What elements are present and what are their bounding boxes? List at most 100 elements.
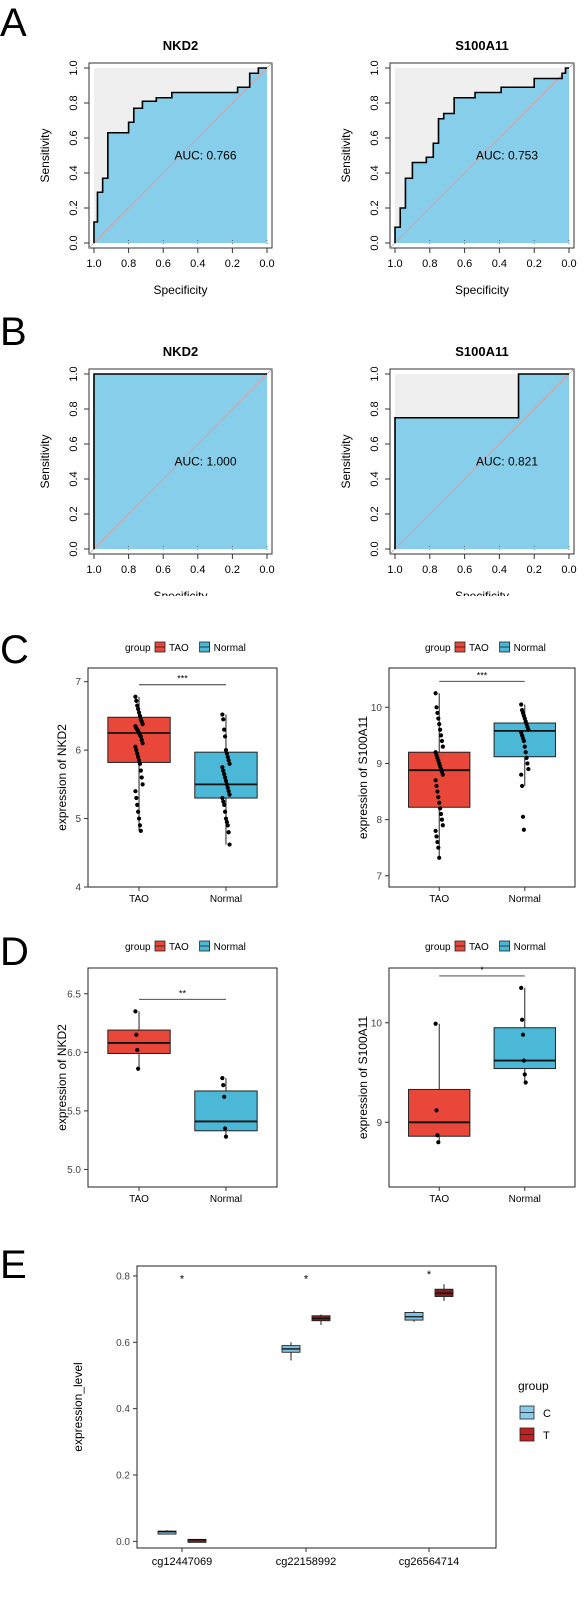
data-point bbox=[223, 778, 229, 784]
data-point bbox=[226, 830, 231, 835]
data-point bbox=[436, 1140, 441, 1145]
roc-curve bbox=[93, 67, 267, 243]
legend-title: group bbox=[125, 942, 151, 953]
x-tick-label: Normal bbox=[210, 1194, 242, 1205]
y-tick-label: 0.8 bbox=[116, 1271, 130, 1282]
data-point bbox=[439, 817, 445, 822]
data-point bbox=[521, 827, 526, 832]
data-point bbox=[519, 783, 525, 789]
plot-frame bbox=[88, 368, 273, 555]
data-point bbox=[435, 1133, 440, 1138]
diagonal-ext bbox=[389, 548, 396, 555]
data-point bbox=[135, 703, 140, 708]
data-point bbox=[140, 722, 145, 727]
y-tick-label: 0.8 bbox=[68, 401, 80, 416]
y-tick-label: 10 bbox=[371, 1018, 383, 1029]
data-point bbox=[524, 755, 529, 760]
data-point bbox=[522, 744, 527, 749]
data-point bbox=[523, 1080, 528, 1085]
x-tick-label: 0.4 bbox=[190, 258, 205, 270]
data-point bbox=[134, 795, 139, 801]
y-tick-label: 0.2 bbox=[68, 200, 80, 215]
y-tick-label: 1.0 bbox=[68, 366, 80, 381]
data-point bbox=[434, 705, 439, 710]
x-tick-label: Normal bbox=[509, 1194, 541, 1205]
data-point bbox=[526, 727, 531, 732]
diagonal-line bbox=[93, 373, 268, 550]
data-point bbox=[435, 839, 440, 845]
plot-frame bbox=[389, 368, 575, 555]
roc-chart-B1: AUC: 1.000 NKD2 0.0 0.2 0.4 0.6 0.8 1.0 1.0 0.8 0.… bbox=[38, 344, 275, 603]
diagonal-ext bbox=[266, 368, 273, 375]
plot-frame bbox=[87, 667, 278, 888]
x-axis-label: Specificity bbox=[153, 589, 207, 603]
y-tick-label: 9 bbox=[376, 759, 382, 770]
x-tick-label: 0.6 bbox=[457, 258, 472, 270]
y-tick-label: 0.4 bbox=[68, 165, 80, 180]
data-point bbox=[223, 816, 229, 821]
y-axis-label: expression of NKD2 bbox=[55, 1024, 69, 1131]
legend-label-normal: Normal bbox=[514, 643, 546, 654]
x-tick-label: 0.8 bbox=[121, 564, 136, 576]
data-point bbox=[136, 758, 142, 763]
x-tick-label: 0.2 bbox=[527, 564, 542, 576]
data-point bbox=[227, 761, 232, 766]
legend-label-normal: Normal bbox=[214, 942, 246, 953]
significance-label: *** bbox=[477, 670, 488, 680]
data-point bbox=[434, 783, 439, 789]
y-tick-label: 5 bbox=[75, 814, 81, 825]
data-point bbox=[136, 706, 141, 712]
y-tick-label: 0.2 bbox=[68, 506, 80, 521]
x-tick-label: 0.6 bbox=[156, 258, 171, 270]
data-point bbox=[222, 1094, 227, 1099]
auc-label: AUC: 0.821 bbox=[476, 455, 538, 469]
y-axis-label: expression_level bbox=[71, 1362, 85, 1451]
data-point bbox=[221, 768, 226, 773]
y-tick-label: 0.4 bbox=[68, 471, 80, 486]
data-point bbox=[138, 768, 143, 773]
x-tick-label: 0.6 bbox=[457, 564, 472, 576]
diagonal-ext bbox=[568, 368, 575, 375]
y-tick-label: 0.8 bbox=[369, 401, 381, 416]
plot-frame bbox=[87, 967, 278, 1188]
x-tick-label: 0.4 bbox=[492, 564, 507, 576]
x-tick-label: cg26564714 bbox=[399, 1556, 460, 1568]
x-tick-label: 0.4 bbox=[492, 258, 507, 270]
data-point bbox=[220, 712, 225, 717]
significance-label: *** bbox=[177, 674, 188, 684]
legend-label-tao: TAO bbox=[169, 942, 189, 953]
data-point bbox=[433, 778, 438, 783]
data-point bbox=[437, 800, 442, 805]
data-point bbox=[520, 1032, 526, 1037]
x-tick-label: 0.0 bbox=[561, 564, 576, 576]
roc-curve bbox=[394, 67, 569, 243]
data-point bbox=[437, 722, 442, 727]
roc-curve bbox=[394, 373, 569, 549]
y-axis-label: Sensitivity bbox=[339, 128, 353, 182]
data-point bbox=[222, 802, 227, 807]
plot-frame bbox=[388, 967, 576, 1188]
data-point bbox=[223, 1134, 229, 1139]
x-tick-label: TAO bbox=[429, 1194, 449, 1205]
significance-label: * bbox=[480, 965, 484, 975]
y-tick-label: 0.4 bbox=[116, 1404, 130, 1415]
panel-label-c: C bbox=[0, 628, 29, 672]
data-point bbox=[519, 702, 524, 707]
diagonal-line bbox=[93, 67, 268, 244]
data-point bbox=[134, 748, 139, 753]
chart-title: NKD2 bbox=[163, 344, 198, 359]
legend-label-normal: Normal bbox=[514, 942, 546, 953]
y-tick-label: 0.6 bbox=[116, 1338, 130, 1349]
data-point bbox=[434, 834, 439, 839]
x-axis-label: Specificity bbox=[153, 283, 207, 297]
data-point bbox=[225, 785, 230, 790]
significance-label: * bbox=[304, 1274, 309, 1286]
box-tao bbox=[107, 716, 171, 763]
data-point bbox=[435, 789, 440, 794]
y-tick-label: 6.5 bbox=[67, 989, 81, 1000]
y-tick-label: 0.6 bbox=[68, 436, 80, 451]
data-point bbox=[137, 713, 143, 719]
data-point bbox=[220, 765, 225, 770]
x-tick-label: 0.8 bbox=[422, 258, 437, 270]
x-tick-label: cg12447069 bbox=[152, 1556, 213, 1568]
